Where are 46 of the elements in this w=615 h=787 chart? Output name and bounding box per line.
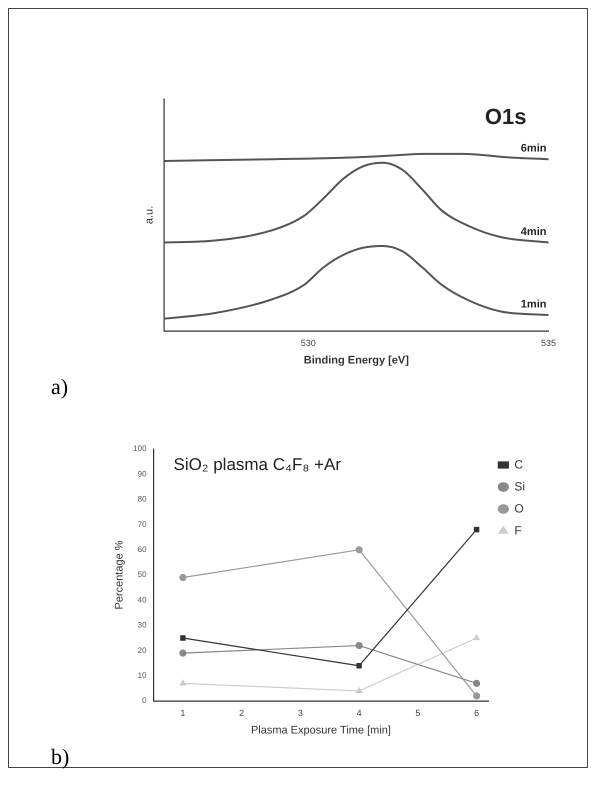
x-tick-label: 4 [356,708,362,718]
series-label: 6min [520,142,547,155]
x-tick-label: 2 [239,708,244,718]
y-tick-label: 30 [138,620,148,630]
point [472,680,480,687]
point [356,663,362,668]
text: a) [51,374,68,400]
legend-label: C [514,457,524,472]
x-tick-label: 535 [540,338,556,348]
x-axis-title: Binding Energy [eV] [304,354,410,366]
y-axis-title: Percentage % [114,540,126,610]
series-label: 1min [520,298,547,311]
x-axis-title: Plasma Exposure Time [min] [250,724,391,736]
x-tick-label: 530 [300,338,316,348]
point [473,634,480,640]
point [356,642,363,650]
y-tick-label: 20 [138,646,148,655]
chart-title: SiO₂ plasma C₄F₈ +Ar [174,455,342,474]
series-label: 4min [520,226,547,238]
y-tick-label: 0 [142,696,148,706]
y-tick-label: 90 [138,469,148,478]
x-tick-label: 3 [298,708,303,718]
x-tick-label: 1 [180,708,186,718]
point [472,692,480,700]
point [179,650,187,657]
y-tick-label: 10 [138,671,148,680]
point [356,687,362,694]
x-tick-label: 5 [415,708,420,718]
point [180,635,186,641]
y-tick-label: 60 [138,545,148,554]
y-tick-label: 50 [138,570,148,580]
legend-label: F [514,523,522,538]
legend-label: O [514,501,524,516]
text: b) [51,744,70,770]
y-tick-label: 80 [138,494,148,504]
y-tick-label: 40 [138,595,148,604]
chart-title: O1s [484,104,526,130]
y-axis-title: a.u. [144,206,156,224]
y-tick-label: 70 [138,520,148,529]
legend-label: Si [514,479,525,494]
point [180,680,186,686]
point [179,574,187,582]
point [356,546,363,554]
point [474,526,480,532]
x-tick-label: 6 [474,708,480,718]
y-tick-label: 100 [133,444,148,454]
